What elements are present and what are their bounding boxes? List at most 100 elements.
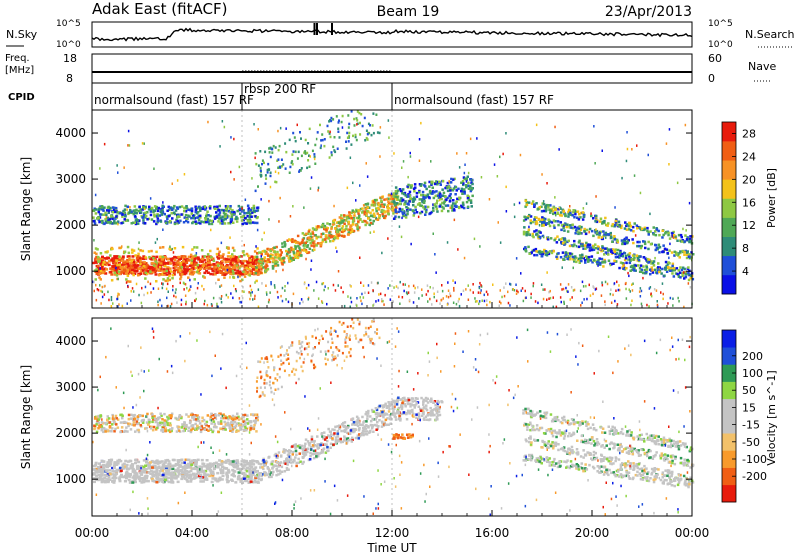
- scatter-cell: [188, 270, 191, 273]
- scatter-cell: [422, 198, 426, 201]
- scatter-cell: [137, 252, 140, 256]
- scatter-cell: [115, 274, 119, 277]
- scatter-cell: [421, 200, 424, 204]
- scatter-cell: [144, 211, 147, 214]
- scatter-cell: [202, 462, 206, 466]
- scatter-cell: [545, 254, 549, 257]
- scatter-cell: [95, 252, 98, 256]
- scatter-cell: [240, 301, 243, 304]
- scatter-cell: [114, 472, 118, 476]
- scatter-cell: [287, 248, 291, 251]
- scatter-cell: [543, 235, 545, 239]
- scatter-cell: [107, 205, 110, 209]
- scatter-cell: [279, 126, 282, 130]
- scatter-cell: [336, 234, 339, 238]
- scatter-cell: [451, 202, 455, 205]
- scatter-cell: [427, 300, 429, 303]
- scatter-cell: [304, 248, 308, 252]
- scatter-cell: [372, 289, 374, 292]
- scatter-cell: [212, 259, 216, 262]
- scatter-cell: [205, 213, 208, 216]
- scatter-cell: [381, 298, 383, 301]
- scatter-cell: [105, 268, 109, 271]
- scatter-cell: [330, 433, 333, 436]
- scatter-cell: [469, 185, 472, 188]
- scatter-cell: [683, 277, 686, 280]
- scatter-cell: [292, 256, 295, 260]
- scatter-cell: [233, 137, 235, 141]
- scatter-cell: [444, 204, 448, 207]
- scatter-cell: [649, 243, 653, 246]
- scatter-cell: [276, 250, 279, 254]
- scatter-cell: [202, 220, 206, 224]
- scatter-cell: [102, 209, 105, 212]
- scatter-cell: [237, 204, 241, 208]
- scatter-cell: [198, 260, 202, 264]
- scatter-cell: [98, 462, 101, 465]
- scatter-cell: [251, 207, 254, 210]
- scatter-cell: [165, 269, 168, 273]
- scatter-cell: [389, 198, 393, 201]
- scatter-cell: [410, 242, 412, 246]
- scatter-cell: [515, 283, 517, 286]
- scatter-cell: [227, 260, 231, 263]
- scatter-cell: [412, 301, 415, 304]
- scatter-cell: [254, 476, 258, 479]
- scatter-cell: [531, 249, 534, 253]
- scatter-cell: [139, 262, 142, 266]
- scatter-cell: [126, 208, 128, 211]
- scatter-cell: [332, 283, 335, 287]
- scatter-cell: [126, 270, 129, 273]
- scatter-cell: [306, 232, 310, 235]
- scatter-cell: [231, 209, 234, 212]
- scatter-cell: [574, 229, 578, 232]
- scatter-cell: [130, 261, 134, 265]
- scatter-cell: [226, 255, 230, 258]
- scatter-cell: [155, 206, 158, 209]
- scatter-cell: [233, 255, 236, 258]
- scatter-cell: [408, 194, 411, 197]
- scatter-cell: [399, 419, 402, 422]
- scatter-cell: [213, 215, 216, 219]
- scatter-cell: [224, 459, 228, 463]
- scatter-cell: [109, 267, 113, 270]
- scatter-cell: [588, 249, 592, 252]
- scatter-cell: [161, 208, 164, 211]
- scatter-cell: [538, 235, 542, 239]
- scatter-cell: [93, 269, 97, 272]
- scatter-cell: [109, 270, 113, 274]
- scatter-cell: [253, 267, 257, 270]
- scatter-cell: [231, 253, 234, 256]
- scatter-cell: [434, 182, 437, 186]
- scatter-cell: [365, 433, 369, 436]
- y-tick-label: 1000: [55, 264, 86, 278]
- scatter-cell: [100, 208, 104, 211]
- scatter-cell: [239, 463, 243, 466]
- scatter-cell: [387, 200, 390, 203]
- scatter-cell: [347, 126, 350, 129]
- scatter-cell: [436, 402, 439, 405]
- scatter-cell: [420, 204, 423, 208]
- scatter-cell: [397, 215, 401, 219]
- scatter-cell: [599, 262, 602, 265]
- scatter-cell: [314, 143, 317, 147]
- scatter-cell: [655, 246, 659, 250]
- scatter-cell: [227, 215, 230, 218]
- scatter-cell: [241, 466, 245, 469]
- scatter-cell: [254, 271, 258, 275]
- scatter-cell: [171, 480, 175, 484]
- scatter-cell: [216, 471, 220, 475]
- scatter-cell: [413, 291, 416, 294]
- scatter-cell: [260, 175, 262, 178]
- scatter-cell: [645, 267, 649, 270]
- scatter-cell: [552, 250, 555, 253]
- scatter-cell: [572, 289, 575, 292]
- scatter-cell: [387, 202, 391, 205]
- scatter-cell: [457, 187, 460, 191]
- scatter-cell: [126, 205, 129, 208]
- scatter-cell: [304, 138, 307, 142]
- scatter-cell: [171, 182, 173, 185]
- scatter-cell: [541, 224, 544, 227]
- scatter-cell: [162, 283, 164, 286]
- scatter-cell: [663, 274, 666, 277]
